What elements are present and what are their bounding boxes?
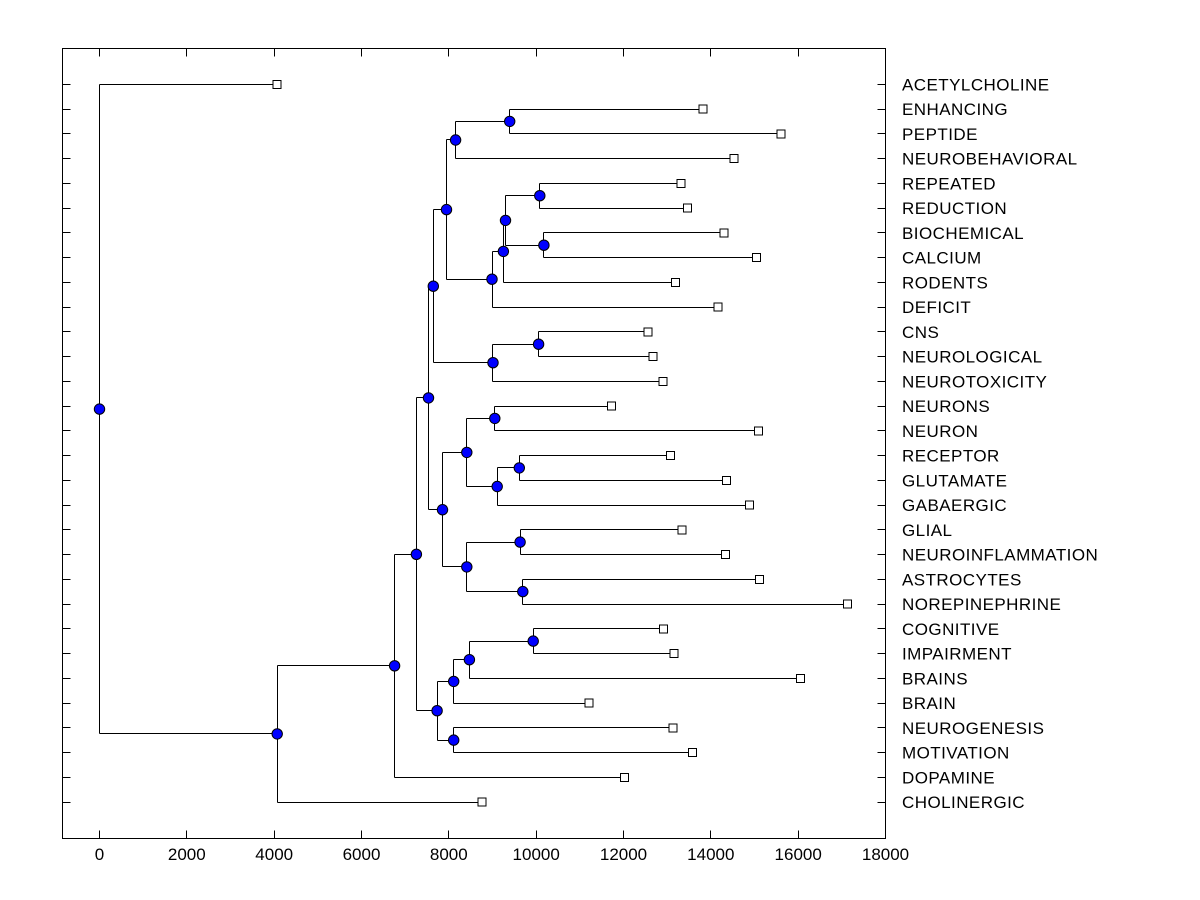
- svg-text:NEUROINFLAMMATION: NEUROINFLAMMATION: [902, 546, 1098, 565]
- svg-text:REPEATED: REPEATED: [902, 174, 996, 193]
- svg-text:DOPAMINE: DOPAMINE: [902, 768, 995, 787]
- svg-text:4000: 4000: [255, 845, 293, 864]
- svg-text:CNS: CNS: [902, 323, 939, 342]
- svg-text:DEFICIT: DEFICIT: [902, 298, 971, 317]
- svg-text:REDUCTION: REDUCTION: [902, 199, 1007, 218]
- svg-text:0: 0: [95, 845, 104, 864]
- svg-text:NEUROTOXICITY: NEUROTOXICITY: [902, 372, 1047, 391]
- svg-text:GLIAL: GLIAL: [902, 521, 952, 540]
- svg-text:MOTIVATION: MOTIVATION: [902, 744, 1010, 763]
- svg-text:ENHANCING: ENHANCING: [902, 100, 1008, 119]
- svg-text:12000: 12000: [600, 845, 647, 864]
- svg-text:COGNITIVE: COGNITIVE: [902, 620, 1000, 639]
- svg-text:NEURON: NEURON: [902, 422, 978, 441]
- svg-text:GABAERGIC: GABAERGIC: [902, 496, 1007, 515]
- svg-text:RECEPTOR: RECEPTOR: [902, 447, 1000, 466]
- svg-text:NEUROGENESIS: NEUROGENESIS: [902, 719, 1044, 738]
- svg-text:NEURONS: NEURONS: [902, 397, 990, 416]
- svg-text:2000: 2000: [168, 845, 206, 864]
- svg-text:RODENTS: RODENTS: [902, 273, 988, 292]
- svg-text:CHOLINERGIC: CHOLINERGIC: [902, 793, 1025, 812]
- svg-text:8000: 8000: [430, 845, 468, 864]
- svg-text:PEPTIDE: PEPTIDE: [902, 125, 978, 144]
- svg-text:CALCIUM: CALCIUM: [902, 249, 982, 268]
- svg-text:10000: 10000: [513, 845, 560, 864]
- svg-text:6000: 6000: [343, 845, 381, 864]
- svg-text:ACETYLCHOLINE: ACETYLCHOLINE: [902, 75, 1050, 94]
- svg-text:ASTROCYTES: ASTROCYTES: [902, 570, 1022, 589]
- svg-text:14000: 14000: [687, 845, 734, 864]
- svg-text:NEUROLOGICAL: NEUROLOGICAL: [902, 348, 1043, 367]
- svg-text:BRAIN: BRAIN: [902, 694, 956, 713]
- svg-text:BIOCHEMICAL: BIOCHEMICAL: [902, 224, 1024, 243]
- svg-text:BRAINS: BRAINS: [902, 669, 968, 688]
- svg-text:NEUROBEHAVIORAL: NEUROBEHAVIORAL: [902, 150, 1078, 169]
- svg-text:18000: 18000: [862, 845, 909, 864]
- svg-text:NOREPINEPHRINE: NOREPINEPHRINE: [902, 595, 1061, 614]
- svg-text:GLUTAMATE: GLUTAMATE: [902, 471, 1007, 490]
- svg-text:IMPAIRMENT: IMPAIRMENT: [902, 645, 1012, 664]
- svg-text:16000: 16000: [775, 845, 822, 864]
